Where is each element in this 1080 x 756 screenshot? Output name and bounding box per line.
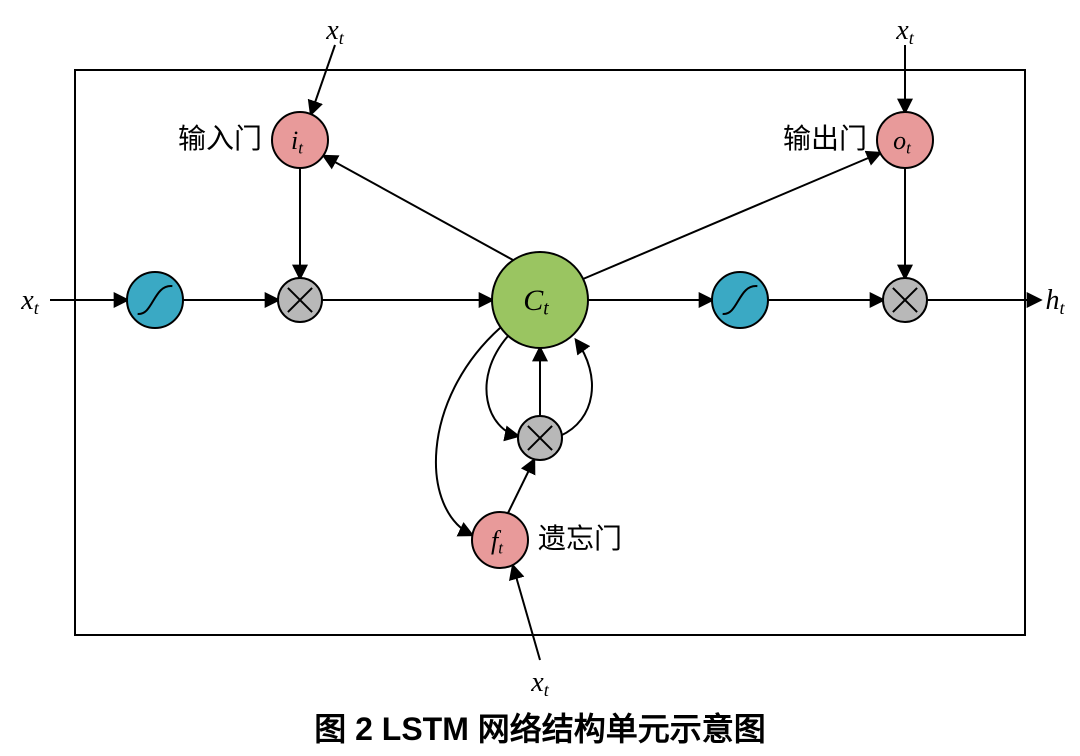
sigmoid-right-node xyxy=(712,272,768,328)
curve-cell-multb-right xyxy=(560,340,592,436)
multiply-bottom-node xyxy=(518,416,562,460)
label-xt_top_left: xt xyxy=(325,15,344,48)
curve-cell-multb-left xyxy=(486,336,518,436)
input-gate-node: it输入门 xyxy=(178,112,328,168)
label-xt_left: xt xyxy=(20,285,39,318)
figure-caption: 图 2 LSTM 网络结构单元示意图 xyxy=(314,711,766,747)
forget-gate-label: 遗忘门 xyxy=(538,523,622,555)
lstm-diagram: Ct it输入门 ot输出门 ft遗忘门 xt xt xt xt ht 图 2 LSTM… xyxy=(0,0,1080,756)
edge-cell-it xyxy=(324,156,513,260)
input-gate-label: 输入门 xyxy=(178,123,262,155)
label-xt_top_right: xt xyxy=(895,15,914,48)
sigmoid-left-node xyxy=(127,272,183,328)
edge-cell-ot xyxy=(583,153,880,279)
edge-xt-ft xyxy=(513,566,540,660)
output-gate-node: ot输出门 xyxy=(783,112,933,168)
curves xyxy=(436,328,592,535)
output-gate-label: 输出门 xyxy=(783,123,867,155)
forget-gate-node: ft遗忘门 xyxy=(472,512,622,568)
label-ht_right: ht xyxy=(1045,285,1065,318)
label-xt_bottom: xt xyxy=(530,667,549,700)
multiply-right-node xyxy=(883,278,927,322)
edge-xt-it xyxy=(311,45,335,114)
multiply-left-node xyxy=(278,278,322,322)
curve-cell-ft xyxy=(436,328,500,535)
edge-ft-multb xyxy=(508,460,534,513)
cell-state-node: Ct xyxy=(492,252,588,348)
